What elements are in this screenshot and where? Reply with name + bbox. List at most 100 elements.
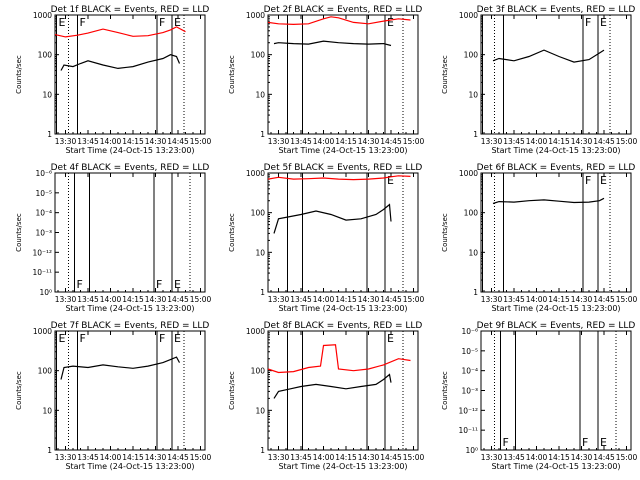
y-axis-label: Counts/sec bbox=[15, 371, 23, 410]
y-tick-label: 10 bbox=[255, 248, 265, 257]
y-tick-label: 1000 bbox=[246, 11, 265, 20]
y-tick-label: 10⁻¹² bbox=[458, 406, 478, 415]
x-axis-label: Start Time (24-Oct-15 13:23:00) bbox=[278, 304, 407, 313]
y-axis-label: Counts/sec bbox=[228, 55, 236, 94]
x-axis-label: Start Time (24-Oct-15 13:23:00) bbox=[65, 304, 194, 313]
y-tick-label: 10⁻³ bbox=[35, 229, 52, 238]
x-tick-label: 15:00 bbox=[403, 453, 425, 462]
panel-det-3: Det 3f BLACK = Events, RED = LLD 13:30 13:… bbox=[441, 5, 638, 155]
x-tick-label: 14:15 bbox=[335, 453, 357, 462]
y-axis-label: Counts/sec bbox=[228, 213, 236, 252]
x-tick-label: 14:15 bbox=[335, 137, 357, 146]
x-tick-label: 14:00 bbox=[313, 453, 335, 462]
panel-title: Det 9f BLACK = Events, RED = LLD bbox=[477, 321, 636, 331]
marker-label: F bbox=[585, 174, 591, 187]
plot-frame bbox=[480, 14, 632, 135]
panel-det-8: Det 8f BLACK = Events, RED = LLD 13:30 13:… bbox=[228, 321, 425, 471]
panel-det-2: Det 2f BLACK = Events, RED = LLD 13:30 13:… bbox=[228, 5, 425, 155]
x-tick-label: 13:30 bbox=[481, 453, 503, 462]
x-tick-label: 14:45 bbox=[167, 295, 189, 304]
x-tick-label: 15:00 bbox=[403, 295, 425, 304]
marker-label: F bbox=[156, 278, 162, 291]
marker-label: E bbox=[174, 16, 181, 29]
events-series-line bbox=[492, 49, 605, 63]
y-axis-label: Counts/sec bbox=[15, 55, 23, 94]
x-axis-label: Start Time (24-Oct-15 13:23:00) bbox=[278, 462, 407, 471]
marker-label: E bbox=[600, 16, 607, 29]
y-tick-label: 1 bbox=[473, 130, 478, 139]
panel-title: Det 5f BLACK = Events, RED = LLD bbox=[264, 163, 423, 173]
x-tick-label: 15:00 bbox=[190, 295, 212, 304]
marker-label: E bbox=[59, 332, 66, 345]
y-tick-label: 1000 bbox=[459, 11, 478, 20]
plot-frame bbox=[267, 330, 419, 451]
x-tick-label: 15:00 bbox=[616, 453, 638, 462]
y-axis-label: Counts/sec bbox=[441, 213, 449, 252]
y-tick-label: 1 bbox=[47, 446, 52, 455]
marker-label: E bbox=[387, 174, 394, 187]
x-tick-label: 14:30 bbox=[571, 453, 593, 462]
lld-series-line bbox=[267, 175, 411, 181]
x-tick-label: 14:00 bbox=[100, 295, 122, 304]
panel-det-5: Det 5f BLACK = Events, RED = LLD 13:30 13:… bbox=[228, 163, 425, 313]
x-tick-label: 14:00 bbox=[100, 137, 122, 146]
y-tick-label: 10 bbox=[42, 406, 52, 415]
y-tick-label: 1000 bbox=[246, 169, 265, 178]
y-tick-label: 10 bbox=[468, 90, 478, 99]
y-axis-label: Counts/sec bbox=[441, 371, 449, 410]
lld-series-line bbox=[54, 26, 186, 38]
y-tick-label: 1 bbox=[473, 288, 478, 297]
x-tick-label: 14:15 bbox=[122, 137, 144, 146]
y-tick-label: 10 bbox=[255, 90, 265, 99]
x-tick-label: 14:00 bbox=[526, 295, 548, 304]
x-tick-label: 14:30 bbox=[358, 453, 380, 462]
y-tick-label: 10⁻⁵ bbox=[35, 189, 52, 198]
panel-title: Det 8f BLACK = Events, RED = LLD bbox=[264, 321, 423, 331]
x-tick-label: 15:00 bbox=[190, 453, 212, 462]
x-tick-label: 13:45 bbox=[290, 453, 312, 462]
marker-label: E bbox=[59, 16, 66, 29]
x-tick-label: 14:30 bbox=[571, 137, 593, 146]
x-tick-label: 14:45 bbox=[380, 295, 402, 304]
y-axis-label: Counts/sec bbox=[228, 371, 236, 410]
x-axis-label: Start Time (24-Oct-15 13:23:00) bbox=[65, 462, 194, 471]
x-tick-label: 14:45 bbox=[167, 453, 189, 462]
x-tick-label: 13:30 bbox=[268, 295, 290, 304]
plot-frame bbox=[54, 330, 206, 451]
panel-title: Det 4f BLACK = Events, RED = LLD bbox=[51, 163, 210, 173]
panel-det-4: Det 4f BLACK = Events, RED = LLD 13:30 13:… bbox=[15, 163, 212, 313]
x-tick-label: 14:30 bbox=[145, 453, 167, 462]
x-tick-label: 14:30 bbox=[571, 295, 593, 304]
y-tick-label: 10⁻¹² bbox=[32, 248, 52, 257]
x-axis-label: Start Time (24-Oct-15 13:23:00) bbox=[278, 146, 407, 155]
x-tick-label: 14:30 bbox=[145, 295, 167, 304]
panel-det-6: Det 6f BLACK = Events, RED = LLD 13:30 13:… bbox=[441, 163, 638, 313]
plot-frame bbox=[267, 14, 419, 135]
panel-det-1: Det 1f BLACK = Events, RED = LLD 13:30 13:… bbox=[15, 5, 212, 155]
panel-title: Det 2f BLACK = Events, RED = LLD bbox=[264, 5, 423, 15]
x-tick-label: 13:45 bbox=[77, 453, 99, 462]
y-tick-label: 100 bbox=[38, 51, 53, 60]
y-tick-label: 10⁻⁴ bbox=[35, 209, 52, 218]
x-tick-label: 14:15 bbox=[122, 295, 144, 304]
y-tick-label: 10 bbox=[255, 406, 265, 415]
marker-label: E bbox=[600, 436, 607, 449]
x-tick-label: 14:00 bbox=[313, 295, 335, 304]
y-tick-label: 10⁻¹¹ bbox=[32, 268, 52, 277]
x-tick-label: 14:45 bbox=[167, 137, 189, 146]
y-tick-label: 100 bbox=[464, 209, 479, 218]
x-tick-label: 13:45 bbox=[290, 137, 312, 146]
y-axis-label: Counts/sec bbox=[441, 55, 449, 94]
x-tick-label: 13:45 bbox=[77, 137, 99, 146]
x-tick-label: 14:45 bbox=[380, 453, 402, 462]
lld-series-line bbox=[267, 344, 411, 374]
x-tick-label: 13:30 bbox=[481, 295, 503, 304]
events-series-line bbox=[273, 40, 392, 47]
plot-frame bbox=[480, 172, 632, 293]
x-axis-label: Start Time (24-Oct-15 13:23:00) bbox=[491, 462, 620, 471]
x-tick-label: 14:00 bbox=[526, 137, 548, 146]
y-tick-label: 10⁰ bbox=[39, 288, 52, 297]
x-tick-label: 14:45 bbox=[380, 137, 402, 146]
marker-label: F bbox=[80, 332, 86, 345]
y-tick-label: 10⁻⁶ bbox=[35, 169, 52, 178]
